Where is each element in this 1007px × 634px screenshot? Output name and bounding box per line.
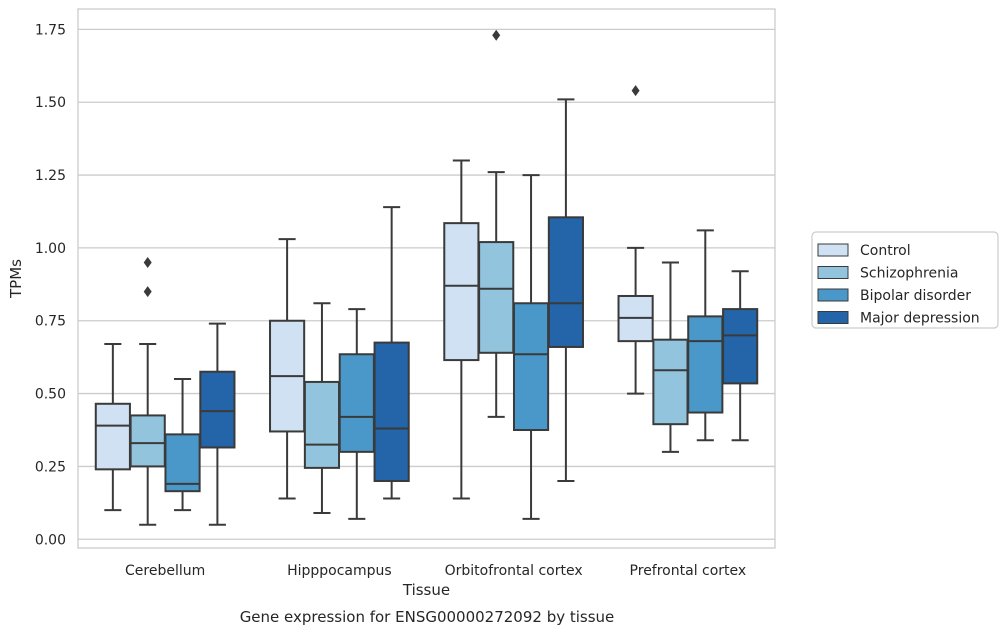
box-bipolar-disorder xyxy=(687,229,724,442)
y-tick-label: 0.50 xyxy=(35,387,66,403)
legend-label: Schizophrenia xyxy=(860,266,958,282)
box-body xyxy=(652,338,689,426)
box-major-depression xyxy=(199,322,236,526)
y-tick-label: 1.00 xyxy=(35,241,66,257)
legend: Control Schizophrenia Bipolar disorder Majo… xyxy=(811,231,999,329)
x-axis: Cerebellum Hipppocampus Orbitofrontal cort… xyxy=(125,563,746,579)
box-schizophrenia xyxy=(303,302,341,515)
box-control xyxy=(94,343,131,512)
y-axis-label: TPMs xyxy=(7,259,25,299)
box-body xyxy=(303,380,341,469)
y-tick-label: 1.50 xyxy=(35,95,66,111)
y-tick-label: 0.75 xyxy=(35,314,66,330)
y-tick-label: 1.25 xyxy=(35,168,66,184)
box-schizophrenia xyxy=(478,29,515,418)
box-bipolar-disorder xyxy=(338,308,375,520)
y-tick-label: 1.75 xyxy=(35,22,66,38)
box-body xyxy=(547,216,584,348)
box-control xyxy=(443,159,480,500)
plot-frame xyxy=(77,8,776,549)
x-tick-label: Orbitofrontal cortex xyxy=(445,563,583,579)
box-major-depression xyxy=(547,98,584,482)
y-tick-label: 0.25 xyxy=(35,459,66,475)
box-control xyxy=(617,85,654,395)
box-body xyxy=(478,241,515,354)
box-bipolar-disorder xyxy=(512,174,550,520)
box-series xyxy=(94,29,759,526)
box-body xyxy=(722,308,759,385)
box-major-depression xyxy=(722,270,759,442)
legend-swatch xyxy=(817,243,849,257)
legend-swatch xyxy=(817,288,849,302)
box-body xyxy=(94,402,131,471)
legend-label: Bipolar disorder xyxy=(860,288,971,304)
chart-caption: Gene expression for ENSG00000272092 by t… xyxy=(240,608,615,626)
x-tick-label: Prefrontal cortex xyxy=(630,563,747,579)
legend-swatch xyxy=(817,266,849,279)
box-major-depression xyxy=(373,206,410,500)
legend-frame xyxy=(811,231,999,329)
box-schizophrenia xyxy=(652,261,689,453)
box-schizophrenia xyxy=(129,256,166,526)
box-body xyxy=(443,222,480,362)
box-bipolar-disorder xyxy=(164,378,201,512)
box-body xyxy=(199,370,236,449)
box-body xyxy=(164,433,201,493)
legend-label: Control xyxy=(860,243,911,259)
box-control xyxy=(269,238,306,500)
outlier-point xyxy=(143,256,152,268)
box-body xyxy=(512,302,550,432)
box-body xyxy=(373,341,410,482)
box-body xyxy=(687,315,724,414)
y-tick-label: 0.00 xyxy=(35,532,66,548)
outlier-point xyxy=(492,29,501,41)
box-body xyxy=(129,414,166,468)
outlier-point xyxy=(143,286,152,298)
legend-swatch xyxy=(817,311,849,324)
x-tick-label: Hipppocampus xyxy=(287,563,392,579)
y-axis: 0.00 0.25 0.50 0.75 1.00 1.25 1.50 1.75 xyxy=(35,22,66,548)
box-body xyxy=(338,353,375,453)
outlier-point xyxy=(631,85,640,97)
x-tick-label: Cerebellum xyxy=(125,563,205,579)
x-axis-label: Tissue xyxy=(402,581,450,599)
legend-label: Major depression xyxy=(860,311,980,327)
